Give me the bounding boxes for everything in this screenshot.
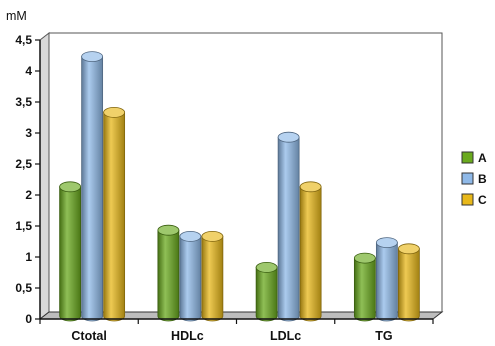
bar-top-cap: [397, 243, 420, 255]
bar-body: [179, 236, 202, 322]
legend: ABC: [461, 151, 487, 207]
x-axis: Ctotal HDLc LDLc TG: [39, 318, 434, 343]
bar-tg-c: [397, 243, 420, 322]
bar-body: [81, 56, 104, 322]
bar-top-cap: [277, 131, 300, 143]
bar-body: [59, 186, 82, 322]
y-tick-label: 4: [25, 64, 32, 78]
x-tick-label: LDLc: [270, 329, 301, 343]
legend-swatch-b: [461, 172, 474, 185]
y-tick-label: 1: [25, 250, 32, 264]
bar-body: [277, 136, 300, 322]
bar-tg-a: [353, 252, 376, 322]
y-tick-label: 1,5: [15, 219, 32, 233]
bar-top-cap: [375, 237, 398, 249]
y-tick-label: 3: [25, 126, 32, 140]
bar-top-cap: [299, 181, 322, 193]
bar-body: [353, 257, 376, 322]
bar-tg-b: [375, 237, 398, 322]
bar-body: [157, 229, 180, 322]
y-axis-unit-label: mM: [6, 9, 27, 23]
bar-ldlc-a: [255, 261, 278, 322]
y-tick-label: 3,5: [15, 95, 32, 109]
x-tick-label: Ctotal: [71, 329, 106, 343]
bar-body: [255, 267, 278, 322]
y-tick-label: 4,5: [15, 33, 32, 47]
bar-ctotal-c: [103, 107, 126, 322]
legend-label-b: B: [478, 172, 487, 186]
bar-hdlc-a: [157, 224, 180, 322]
y-axis: 0 0,5 1 1,5 2 2,5 3 3,5 4 4,5: [15, 33, 41, 326]
y-tick-label: 0,5: [15, 281, 32, 295]
bar-top-cap: [81, 51, 104, 62]
legend-label-a: A: [478, 151, 487, 165]
bar-top-cap: [255, 261, 278, 273]
bar-ctotal-a: [59, 181, 82, 322]
bar-body: [201, 236, 224, 322]
x-tick-label: TG: [375, 329, 392, 343]
bar-top-cap: [179, 230, 202, 242]
x-tick-label: HDLc: [171, 329, 204, 343]
bar-ldlc-c: [299, 181, 322, 322]
bar-top-cap: [59, 181, 82, 193]
y-tick-label: 2,5: [15, 157, 32, 171]
bar-hdlc-c: [201, 230, 224, 322]
bar-ctotal-b: [81, 51, 104, 322]
plot-side-wall: [39, 31, 50, 321]
legend-swatch-c: [461, 193, 474, 206]
y-tick-label: 0: [25, 312, 32, 326]
bar-ldlc-b: [277, 131, 300, 322]
legend-label-c: C: [478, 193, 487, 207]
bar-top-cap: [103, 107, 126, 118]
y-tick-label: 2: [25, 188, 32, 202]
legend-swatch-a: [461, 151, 474, 164]
bar-body: [397, 248, 420, 322]
bar-body: [375, 242, 398, 322]
bar-body: [103, 112, 126, 322]
bar-top-cap: [353, 252, 376, 264]
bar-top-cap: [201, 230, 224, 242]
bars-group: [59, 51, 420, 322]
bar-body: [299, 186, 322, 322]
bar-hdlc-b: [179, 230, 202, 322]
bar-top-cap: [157, 224, 180, 236]
